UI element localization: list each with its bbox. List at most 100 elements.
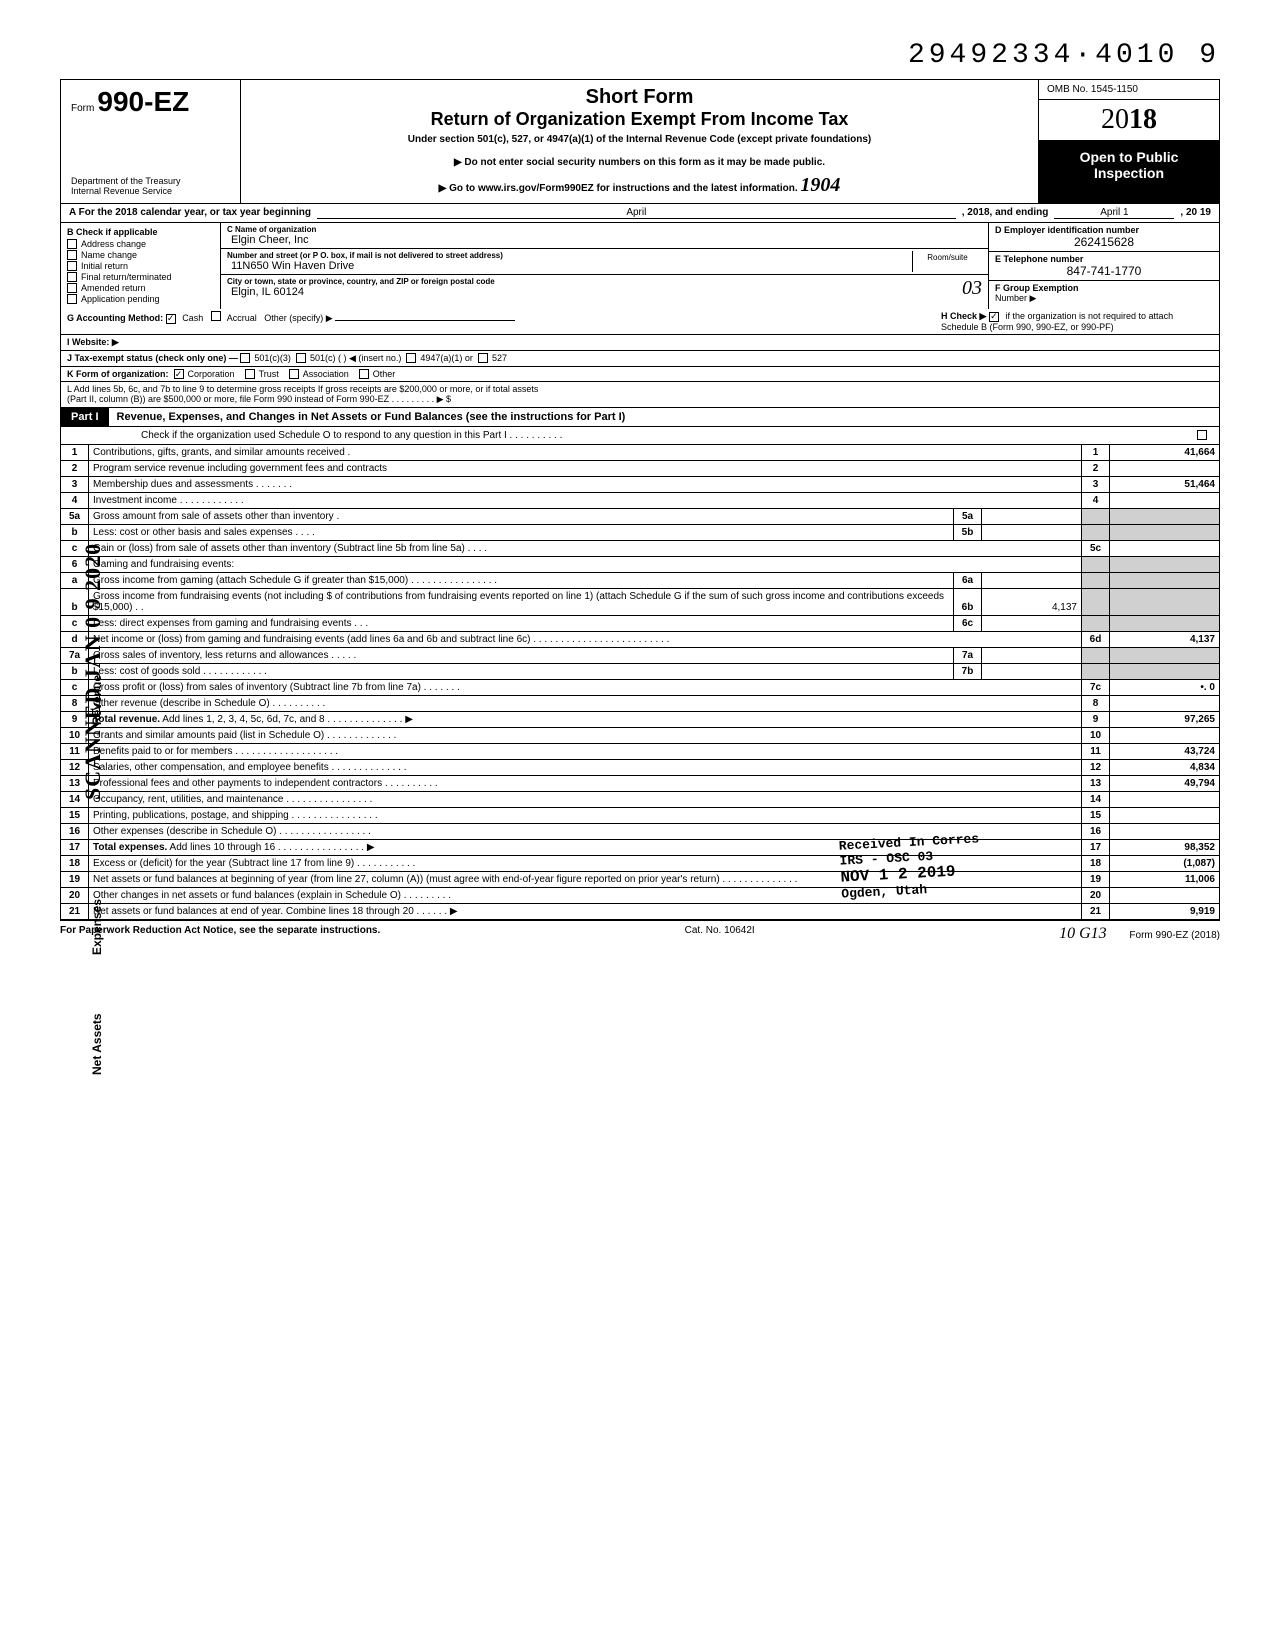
header-left: Form 990-EZ Department of the Treasury I… [61,80,241,203]
result-number: 17 [1082,840,1110,856]
chk-cash[interactable]: ✓ [166,314,176,324]
line-number: 7a [61,648,89,664]
handwritten-footer: 10 G13 [1059,925,1107,942]
line-desc: Other expenses (describe in Schedule O) … [89,824,1082,840]
row-g-accounting: G Accounting Method: ✓ Cash Accrual Othe… [60,309,1220,335]
line-number: 8 [61,696,89,712]
form-prefix: Form [71,103,94,114]
department-block: Department of the Treasury Internal Reve… [71,177,230,197]
result-value: 9,919 [1110,904,1220,920]
chk-application-pending[interactable]: Application pending [67,294,214,304]
grey-cell [1082,557,1110,573]
org-city-row: City or town, state or province, country… [221,275,988,302]
line-desc: Salaries, other compensation, and employ… [89,760,1082,776]
line-row: 21Net assets or fund balances at end of … [61,904,1220,920]
document-id: 29492334·4010 9 [60,40,1220,71]
result-number: 11 [1082,744,1110,760]
line-desc: Gross sales of inventory, less returns a… [89,648,954,664]
subline-value [982,509,1082,525]
chk-final-return[interactable]: Final return/terminated [67,272,214,282]
header-title: Short Form Return of Organization Exempt… [241,80,1039,203]
chk-initial-return[interactable]: Initial return [67,261,214,271]
line-row: cGross profit or (loss) from sales of in… [61,680,1220,696]
chk-sched-b[interactable]: ✓ [989,312,999,322]
line-row: 11Benefits paid to or for members . . . … [61,744,1220,760]
handwritten-1904: 1904 [800,174,840,196]
line-number: 17 [61,840,89,856]
result-number: 7c [1082,680,1110,696]
chk-501c3[interactable] [240,353,250,363]
line-desc: Gross profit or (loss) from sales of inv… [89,680,1082,696]
line-row: 19Net assets or fund balances at beginni… [61,872,1220,888]
grey-cell [1110,573,1220,589]
line-number: 1 [61,445,89,461]
result-value: 49,794 [1110,776,1220,792]
line-row: bLess: cost or other basis and sales exp… [61,525,1220,541]
chk-accrual[interactable] [211,311,221,321]
open-to-public: Open to Public Inspection [1039,141,1219,203]
result-value: 43,724 [1110,744,1220,760]
result-value: 97,265 [1110,712,1220,728]
subline-number: 6b [954,589,982,616]
result-value [1110,888,1220,904]
line-row: 14Occupancy, rent, utilities, and mainte… [61,792,1220,808]
line-row: bGross income from fundraising events (n… [61,589,1220,616]
line-number: 3 [61,477,89,493]
line-row: 1Contributions, gifts, grants, and simil… [61,445,1220,461]
result-number: 8 [1082,696,1110,712]
result-number: 14 [1082,792,1110,808]
chk-address-change[interactable]: Address change [67,239,214,249]
result-value [1110,808,1220,824]
part-1-label: Part I [61,408,109,426]
subline-value: 4,137 [982,589,1082,616]
chk-amended-return[interactable]: Amended return [67,283,214,293]
line-row: cLess: direct expenses from gaming and f… [61,616,1220,632]
col-b-header: B Check if applicable [67,227,214,237]
phone-value: 847-741-1770 [995,264,1213,278]
row-k-form-org: K Form of organization: ✓ Corporation Tr… [60,367,1220,382]
chk-other-org[interactable] [359,369,369,379]
subline-number: 5a [954,509,982,525]
chk-4947[interactable] [406,353,416,363]
line-number: 9 [61,712,89,728]
line-row: 4Investment income . . . . . . . . . . .… [61,493,1220,509]
line-desc: Professional fees and other payments to … [89,776,1082,792]
grey-cell [1110,664,1220,680]
side-netassets: Net Assets [90,1013,104,1075]
line-number: 15 [61,808,89,824]
line-row: 2Program service revenue including gover… [61,461,1220,477]
line-row: 7aGross sales of inventory, less returns… [61,648,1220,664]
line-desc: Grants and similar amounts paid (list in… [89,728,1082,744]
subline-value [982,648,1082,664]
line-number: c [61,680,89,696]
chk-name-change[interactable]: Name change [67,250,214,260]
subline-value [982,664,1082,680]
line-number: 18 [61,856,89,872]
chk-527[interactable] [478,353,488,363]
chk-501c[interactable] [296,353,306,363]
year-begin: April [317,207,956,219]
line-row: 9Total revenue. Add lines 1, 2, 3, 4, 5c… [61,712,1220,728]
line-number: 20 [61,888,89,904]
form-ref: Form 990-EZ (2018) [1129,930,1220,941]
line-row: 3Membership dues and assessments . . . .… [61,477,1220,493]
line-desc: Benefits paid to or for members . . . . … [89,744,1082,760]
org-city: Elgin, IL 60124 [227,286,932,298]
row-l-gross-receipts: L Add lines 5b, 6c, and 7b to line 9 to … [60,382,1220,408]
chk-trust[interactable] [245,369,255,379]
row-i-website: I Website: ▶ [60,335,1220,351]
line-desc: Net assets or fund balances at beginning… [89,872,1082,888]
org-name-row: C Name of organization Elgin Cheer, Inc [221,223,988,249]
line-row: 20Other changes in net assets or fund ba… [61,888,1220,904]
org-address: 11N650 Win Haven Drive [227,260,912,272]
row-j-tax-exempt: J Tax-exempt status (check only one) — 5… [60,351,1220,367]
line-number: 2 [61,461,89,477]
line-row: dNet income or (loss) from gaming and fu… [61,632,1220,648]
chk-schedule-o[interactable] [1197,430,1207,440]
subline-number: 6a [954,573,982,589]
subtitle: Under section 501(c), 527, or 4947(a)(1)… [251,134,1028,145]
row-a-tax-year: A For the 2018 calendar year, or tax yea… [60,204,1220,223]
chk-corporation[interactable]: ✓ [174,369,184,379]
chk-association[interactable] [289,369,299,379]
subline-number: 6c [954,616,982,632]
